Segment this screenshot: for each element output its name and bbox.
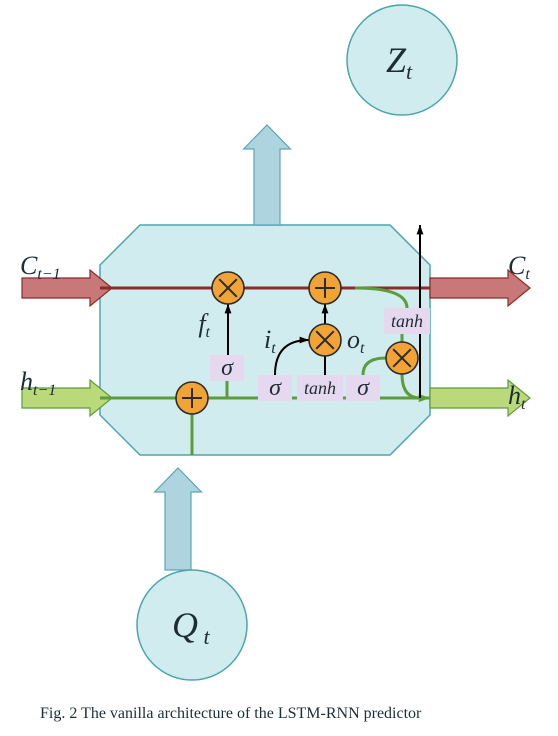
- svg-text:Ct: Ct: [508, 251, 530, 283]
- figure-caption: Fig. 2 The vanilla architecture of the L…: [40, 705, 422, 722]
- svg-text:ht−1: ht−1: [20, 367, 56, 399]
- svg-text:σ: σ: [269, 375, 282, 401]
- svg-text:tanh: tanh: [391, 311, 423, 331]
- svg-text:σ: σ: [357, 375, 370, 401]
- svg-text:ht: ht: [508, 381, 526, 413]
- svg-text:Ct−1: Ct−1: [20, 251, 61, 283]
- svg-text:tanh: tanh: [304, 378, 336, 398]
- svg-text:σ: σ: [221, 355, 234, 381]
